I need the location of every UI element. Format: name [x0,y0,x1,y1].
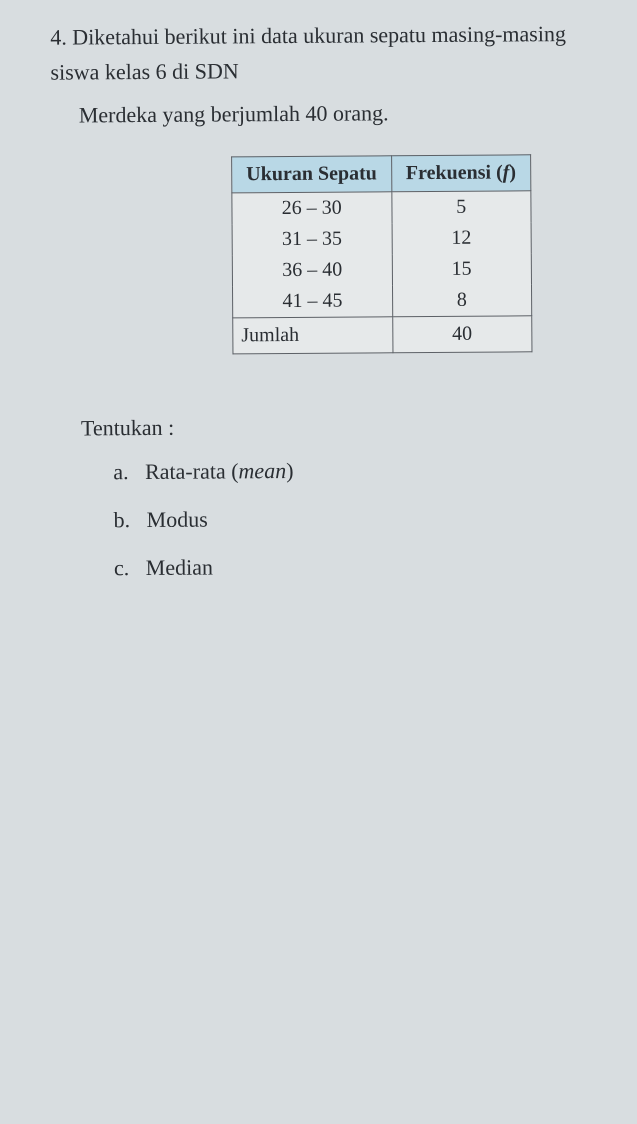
table-header-row: Ukuran Sepatu Frekuensi (f) [232,154,531,192]
option-c: c. Median [54,551,601,581]
option-a-prefix: a. Rata-rata ( [113,458,238,484]
option-a-italic: mean [238,458,286,483]
total-value: 40 [392,315,531,352]
cell-freq: 8 [392,284,531,316]
table-container: Ukuran Sepatu Frekuensi (f) 26 – 30 5 31… [51,153,599,355]
table-row: 36 – 40 15 [232,253,531,286]
cell-freq: 12 [392,222,531,254]
option-b: b. Modus [54,503,601,533]
cell-range: 41 – 45 [233,285,393,318]
total-label: Jumlah [233,316,393,353]
cell-range: 31 – 35 [232,223,392,255]
table-row: 26 – 30 5 [232,190,531,224]
question-line-1: 4. Diketahui berikut ini data ukuran sep… [50,16,597,90]
header-freq-close: ) [509,161,516,183]
cell-freq: 5 [391,190,530,222]
page: 4. Diketahui berikut ini data ukuran sep… [0,0,637,1124]
cell-range: 36 – 40 [232,254,392,286]
question-line-2: Merdeka yang berjumlah 40 orang. [51,94,598,133]
frequency-table: Ukuran Sepatu Frekuensi (f) 26 – 30 5 31… [231,154,532,354]
cell-freq: 15 [392,253,531,285]
table-row: 31 – 35 12 [232,222,531,255]
prompt-label: Tentukan : [53,411,600,441]
cell-range: 26 – 30 [232,191,392,224]
header-freq-text: Frekuensi ( [406,161,503,184]
option-a-suffix: ) [286,458,294,483]
table-row: 41 – 45 8 [233,284,532,318]
header-ukuran: Ukuran Sepatu [232,155,392,192]
header-frekuensi: Frekuensi (f) [391,154,530,191]
table-total-row: Jumlah 40 [233,315,532,353]
option-a: a. Rata-rata (mean) [53,455,600,485]
